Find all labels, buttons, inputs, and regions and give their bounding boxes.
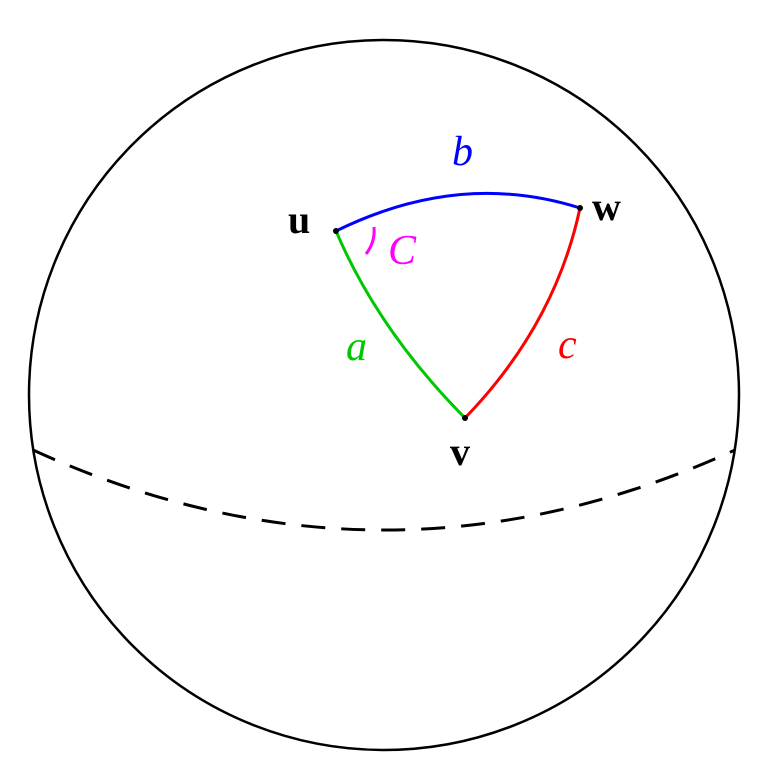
vertex-w — [577, 205, 583, 211]
edge-label-c: c — [558, 322, 577, 368]
angle-label: C — [388, 228, 417, 274]
sphere-outline — [29, 40, 739, 750]
edge-c — [465, 208, 580, 418]
angle-arc — [366, 227, 374, 254]
vertex-label-u: u — [288, 197, 310, 242]
edge-label-a: a — [346, 324, 367, 370]
vertex-v — [462, 415, 468, 421]
equator-arc — [33, 450, 735, 530]
edge-b — [336, 193, 580, 231]
spherical-triangle-diagram: b a c Cu w v — [0, 0, 768, 768]
vertex-label-v: v — [450, 429, 470, 474]
vertex-u — [333, 228, 339, 234]
vertex-label-w: w — [592, 184, 621, 229]
edge-label-b: b — [452, 129, 473, 175]
